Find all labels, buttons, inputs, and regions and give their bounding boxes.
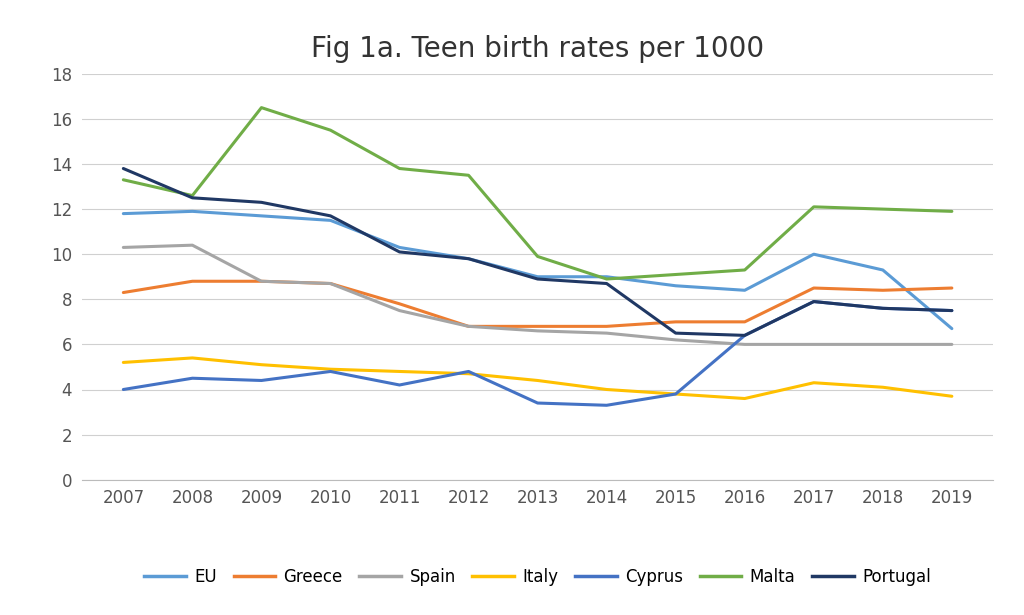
Title: Fig 1a. Teen birth rates per 1000: Fig 1a. Teen birth rates per 1000: [311, 35, 764, 63]
Legend: EU, Greece, Spain, Italy, Cyprus, Malta, Portugal: EU, Greece, Spain, Italy, Cyprus, Malta,…: [137, 561, 938, 592]
